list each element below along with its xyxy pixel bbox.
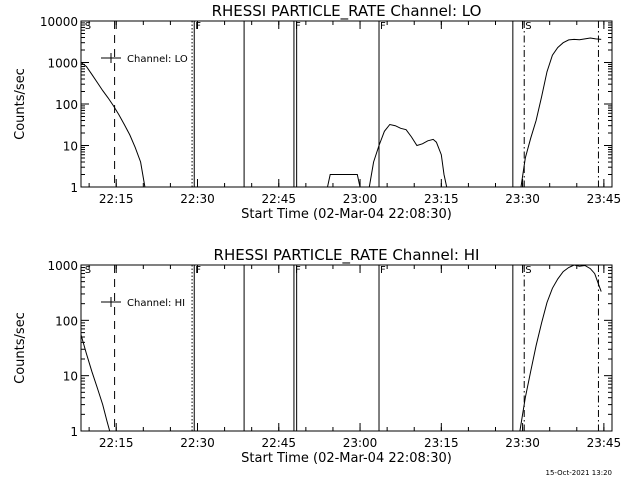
- x-axis-label: Start Time (02-Mar-04 22:08:30): [241, 451, 452, 466]
- series-line: [80, 62, 146, 188]
- plot-frame: [80, 264, 613, 432]
- x-tick-label: 22:45: [261, 436, 296, 450]
- y-axis-label: Counts/sec: [13, 312, 28, 384]
- x-tick-label: 23:00: [343, 436, 378, 450]
- series-line: [80, 334, 111, 432]
- x-tick-label: 22:15: [99, 192, 134, 206]
- y-tick-label: 10000: [40, 15, 78, 29]
- x-tick-label: 23:45: [587, 192, 622, 206]
- x-tick-label: 22:30: [180, 192, 215, 206]
- legend-label: Channel: HI: [127, 298, 185, 309]
- x-tick-label: 23:15: [424, 192, 459, 206]
- panel-channel-lo: RHESSI PARTICLE_RATE Channel: LO 1 10 100 10…: [13, 2, 621, 222]
- plot-frame: [80, 20, 613, 188]
- x-axis-label: Start Time (02-Mar-04 22:08:30): [241, 207, 452, 222]
- x-tick-label: 23:15: [424, 436, 459, 450]
- marker-flag: F: [195, 21, 201, 32]
- legend-label: Channel: LO: [127, 54, 188, 65]
- y-tick-label: 10: [63, 370, 78, 384]
- x-tick-label: 23:45: [587, 436, 622, 450]
- y-tick-label: 100: [55, 98, 78, 112]
- footer-timestamp: 15-Oct-2021 13:20: [546, 469, 612, 477]
- x-tick-label: 22:45: [261, 192, 296, 206]
- chart-title: RHESSI PARTICLE_RATE Channel: LO: [212, 2, 482, 21]
- series-line: [368, 123, 448, 188]
- marker-flag: S: [85, 265, 91, 276]
- marker-flag: S: [525, 21, 531, 32]
- x-tick-label: 23:30: [505, 436, 540, 450]
- marker-flag: F: [195, 265, 201, 276]
- y-tick-label: 1: [70, 425, 78, 439]
- marker-flag: F: [380, 265, 386, 276]
- x-tick-label: 23:30: [505, 192, 540, 206]
- series-line: [327, 174, 361, 188]
- y-tick-label: 1000: [47, 57, 78, 71]
- y-tick-label: 10: [63, 140, 78, 154]
- y-tick-label: 1000: [47, 259, 78, 273]
- x-tick-label: 22:15: [99, 436, 134, 450]
- marker-flag: F: [295, 265, 301, 276]
- marker-flag: S: [525, 265, 531, 276]
- marker-flag: F: [380, 21, 386, 32]
- x-tick-label: 22:30: [180, 436, 215, 450]
- y-tick-label: 1: [70, 181, 78, 195]
- marker-flag: S: [85, 21, 91, 32]
- series-line: [520, 37, 602, 188]
- y-axis-label: Counts/sec: [13, 68, 28, 140]
- x-tick-label: 23:00: [343, 192, 378, 206]
- panel-channel-hi: RHESSI PARTICLE_RATE Channel: HI 1 10 100 10…: [13, 246, 621, 466]
- marker-flag: F: [295, 21, 301, 32]
- y-tick-label: 100: [55, 314, 78, 328]
- series-line: [519, 264, 602, 432]
- chart-title: RHESSI PARTICLE_RATE Channel: HI: [214, 246, 480, 265]
